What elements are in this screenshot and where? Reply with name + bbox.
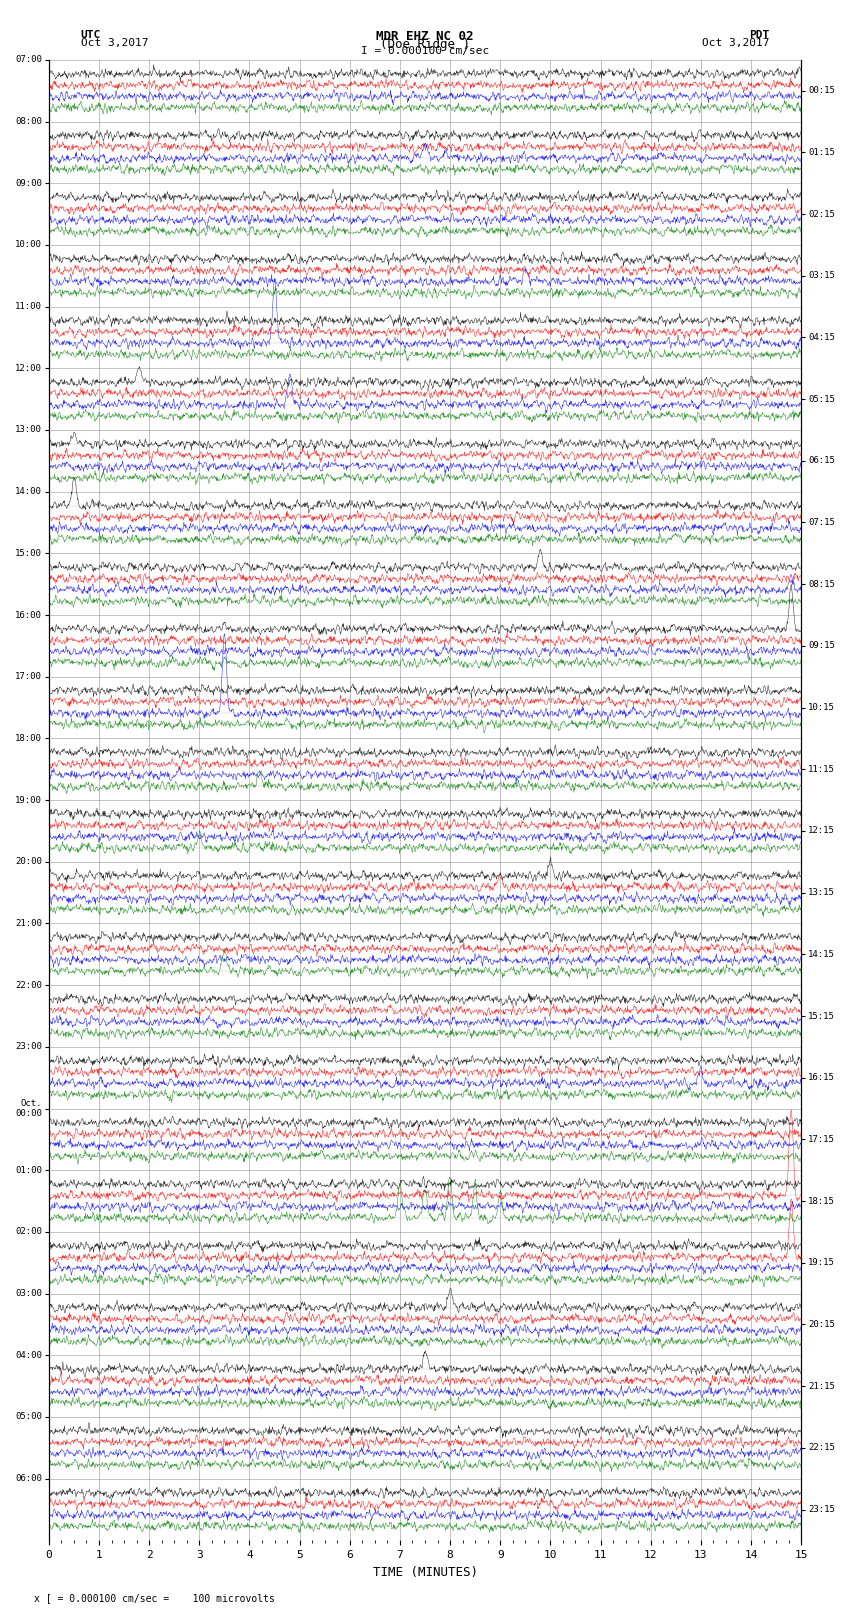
Text: x [ = 0.000100 cm/sec =    100 microvolts: x [ = 0.000100 cm/sec = 100 microvolts xyxy=(34,1594,275,1603)
Text: (Doe Ridge ): (Doe Ridge ) xyxy=(380,37,470,52)
Text: UTC: UTC xyxy=(81,31,101,40)
X-axis label: TIME (MINUTES): TIME (MINUTES) xyxy=(372,1566,478,1579)
Text: Oct 3,2017: Oct 3,2017 xyxy=(81,37,148,48)
Text: I = 0.000100 cm/sec: I = 0.000100 cm/sec xyxy=(361,45,489,56)
Text: PDT: PDT xyxy=(749,31,769,40)
Text: MDR EHZ NC 02: MDR EHZ NC 02 xyxy=(377,31,473,44)
Text: Oct 3,2017: Oct 3,2017 xyxy=(702,37,769,48)
